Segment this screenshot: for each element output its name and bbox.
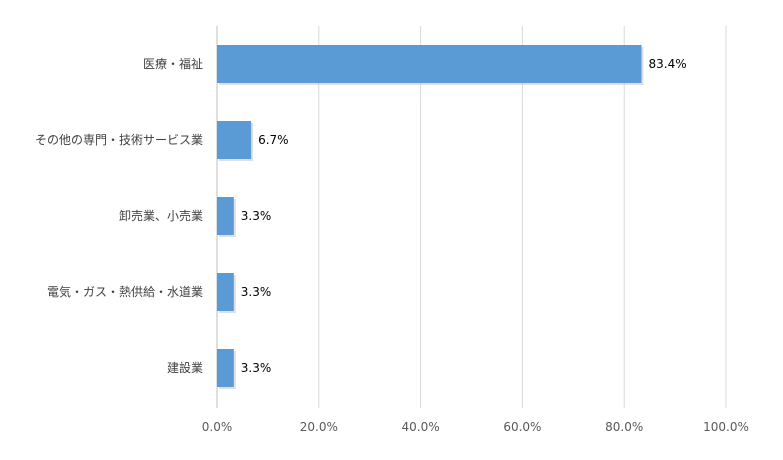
- x-tick-label: 60.0%: [503, 420, 541, 434]
- bar: [217, 121, 252, 159]
- bar: [217, 197, 234, 235]
- data-label: 6.7%: [258, 133, 289, 147]
- x-tick-label: 0.0%: [202, 420, 233, 434]
- x-tick-label: 100.0%: [703, 420, 749, 434]
- category-label: 医療・福祉: [143, 56, 203, 71]
- data-label: 3.3%: [241, 285, 272, 299]
- x-tick-label: 80.0%: [605, 420, 643, 434]
- category-label: 卸売業、小売業: [119, 208, 203, 223]
- data-label: 83.4%: [649, 57, 687, 71]
- bar: [217, 45, 642, 83]
- data-label: 3.3%: [241, 361, 272, 375]
- x-tick-label: 20.0%: [300, 420, 338, 434]
- category-label: 電気・ガス・熱供給・水道業: [47, 284, 203, 299]
- data-label: 3.3%: [241, 209, 272, 223]
- bar: [217, 273, 234, 311]
- bar: [217, 349, 234, 387]
- x-tick-label: 40.0%: [402, 420, 440, 434]
- category-label: その他の専門・技術サービス業: [35, 133, 203, 147]
- category-label: 建設業: [167, 360, 203, 375]
